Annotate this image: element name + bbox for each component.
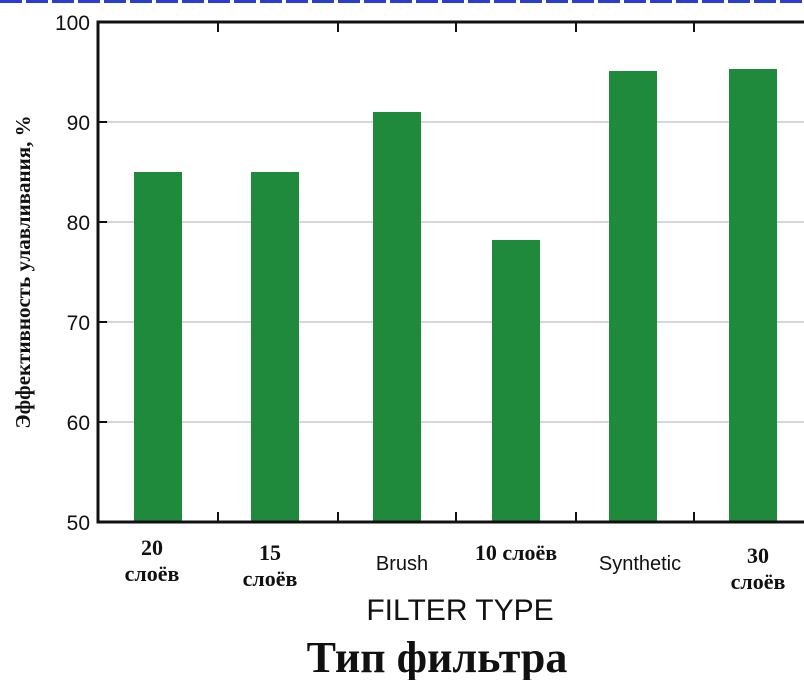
y-tick-label: 60	[67, 412, 90, 435]
bar	[251, 172, 299, 522]
y-axis-label-group: Эффективность улавливания, %	[11, 115, 35, 428]
x-axis-label: FILTER TYPE	[366, 594, 553, 627]
x-tick-label: 15 слоёв	[243, 540, 298, 591]
y-tick-label: 90	[67, 112, 90, 135]
bar	[373, 112, 421, 522]
plot-frame	[96, 20, 804, 524]
x-tick-label: 20 слоёв	[125, 535, 180, 586]
y-tick-label: 70	[67, 312, 90, 335]
bar	[729, 69, 777, 522]
y-tick-label: 50	[67, 512, 90, 535]
x-tick-label: 30 слоёв	[731, 543, 786, 594]
x-tick-label: 10 слоёв	[475, 540, 557, 565]
x-axis-label-translation: Тип фильтра	[307, 633, 568, 680]
x-tick-label: Synthetic	[599, 553, 681, 575]
y-axis-ticks: 50 60 70 80 90 100	[55, 12, 107, 535]
y-axis-label: Эффективность улавливания, %	[11, 115, 35, 428]
bars	[134, 69, 777, 522]
bar	[609, 71, 657, 522]
bar	[492, 240, 540, 522]
x-tick-label: Brush	[376, 553, 428, 575]
top-decorative-rule	[0, 0, 804, 3]
grid-lines	[98, 121, 804, 423]
x-axis-ticks: 20 слоёв 15 слоёв Brush 10 слоёв Synthetic 30 сл…	[125, 22, 786, 594]
y-tick-label: 80	[67, 212, 90, 235]
y-tick-label: 100	[55, 12, 90, 35]
bar	[134, 172, 182, 522]
